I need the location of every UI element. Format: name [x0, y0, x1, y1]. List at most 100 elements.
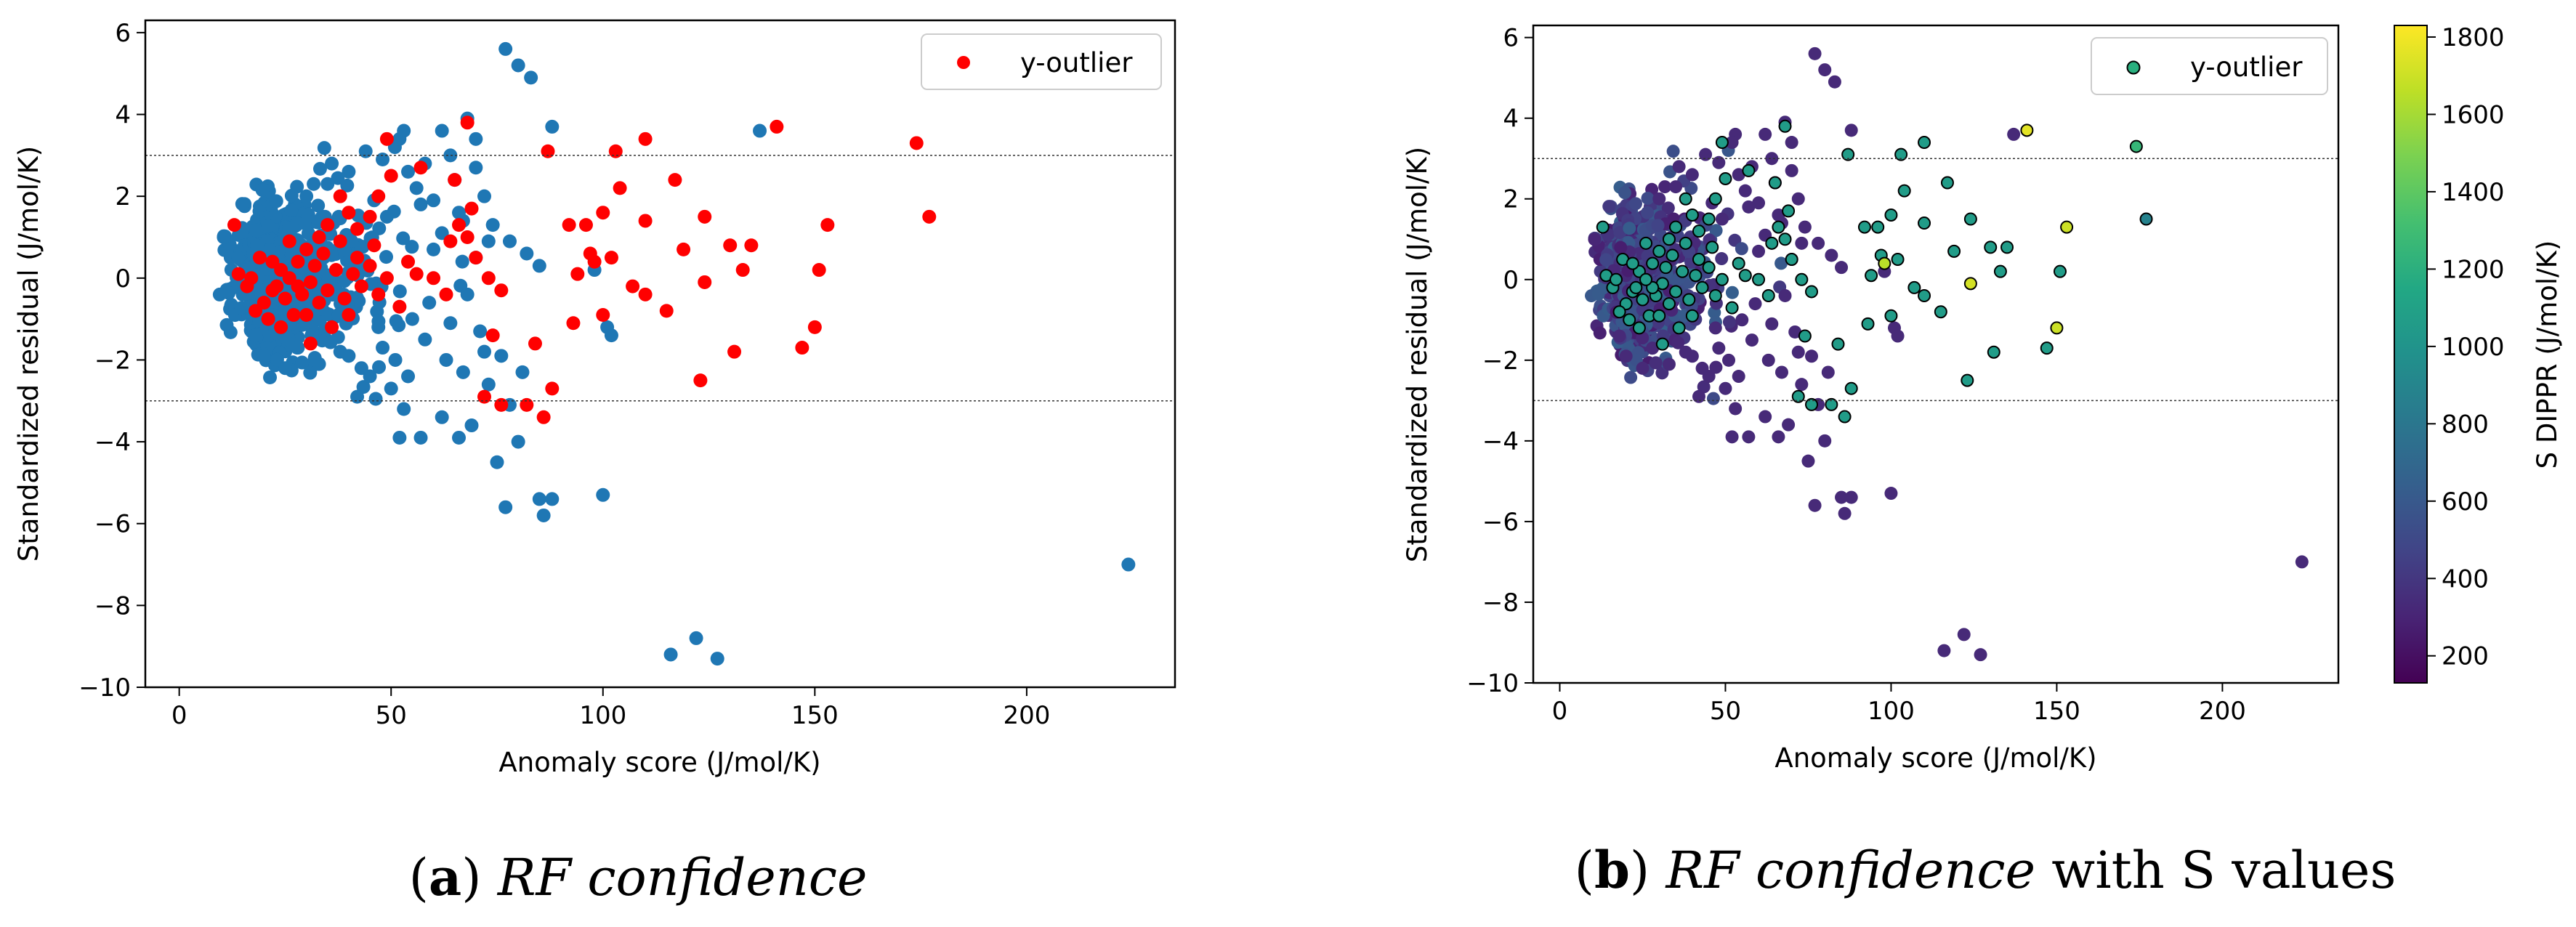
caption-b-letter: b	[1594, 840, 1630, 900]
outlier-point	[1659, 261, 1673, 275]
outlier-point	[1947, 244, 1961, 258]
inlier-point	[1812, 236, 1825, 250]
outlier-point	[1963, 212, 1977, 226]
inlier-point	[498, 500, 513, 514]
outlier-point	[1672, 321, 1686, 335]
inlier-point	[340, 178, 355, 193]
outlier-point	[1993, 264, 2007, 278]
y-axis-ticks-b: −10 −8 −6 −4 −2 0 2 4 6	[1466, 24, 1533, 698]
colorbar-tick-label: 1200	[2442, 255, 2505, 284]
outlier-point	[278, 291, 292, 306]
inlier-point	[494, 349, 509, 363]
inlier-point	[320, 177, 335, 191]
inlier-point	[422, 296, 437, 310]
y-tick-label: 4	[115, 101, 131, 130]
inlier-point	[1795, 378, 1809, 392]
outlier-point	[371, 189, 386, 203]
inlier-point	[401, 164, 416, 179]
inlier-point	[435, 124, 449, 138]
inlier-point	[1825, 248, 1838, 262]
inlier-point	[257, 349, 271, 363]
outlier-point	[545, 381, 560, 396]
outlier-point	[604, 251, 618, 265]
inlier-point	[1729, 402, 1743, 416]
outlier-point	[520, 397, 534, 412]
inlier-point	[1761, 353, 1775, 367]
inlier-point	[1957, 628, 1971, 641]
outlier-point	[1907, 280, 1921, 294]
y-axis-label-a: Standardized residual (J/mol/K)	[13, 146, 44, 562]
inlier-point	[1742, 200, 1756, 214]
inlier-point	[1599, 253, 1613, 267]
inlier-point	[1735, 242, 1748, 256]
outlier-point	[1791, 389, 1805, 403]
inlier-point	[1748, 297, 1762, 311]
inlier-point	[1844, 490, 1858, 504]
inlier-point	[1699, 147, 1713, 161]
outlier-point	[1596, 220, 1610, 234]
x-tick-label: 150	[791, 701, 839, 730]
inlier-point	[1712, 155, 1726, 169]
outlier-point	[613, 181, 627, 195]
inlier-point	[388, 352, 403, 367]
outlier-point	[342, 307, 356, 322]
y-tick-label: 0	[115, 264, 131, 294]
inlier-point	[1588, 232, 1602, 246]
inlier-point	[379, 250, 393, 264]
outlier-point	[1918, 288, 1931, 302]
inlier-point	[490, 455, 504, 469]
inlier-point	[1709, 224, 1723, 238]
inlier-point	[1765, 317, 1779, 331]
y-tick-label: −6	[1482, 508, 1519, 537]
inlier-point	[443, 148, 458, 163]
outlier-point	[1918, 136, 1931, 150]
inlier-point	[1795, 236, 1809, 250]
legend-b: y-outlier	[2091, 37, 2328, 95]
inlier-point	[1828, 75, 1841, 89]
caption-a-letter: a	[429, 847, 461, 907]
x-tick-label: 50	[376, 701, 407, 730]
inlier-point	[1722, 353, 1736, 367]
outlier-point	[328, 263, 343, 278]
inlier-point	[396, 231, 411, 246]
outlier-point	[812, 263, 826, 278]
outlier-point	[744, 238, 759, 253]
outlier-point	[307, 259, 322, 273]
inlier-point	[401, 369, 416, 384]
inlier-point	[405, 240, 419, 254]
x-tick-label: 100	[579, 701, 626, 730]
inlier-point	[502, 234, 517, 248]
outlier-point	[312, 296, 326, 310]
outlier-point	[1639, 272, 1653, 286]
inlier-point	[1602, 200, 1616, 214]
inlier-point	[520, 246, 534, 261]
inlier-point	[291, 341, 305, 355]
y-tick-label: −6	[94, 510, 131, 539]
inlier-point	[498, 41, 513, 56]
inlier-point	[1636, 331, 1650, 345]
inlier-point	[1593, 326, 1607, 340]
inlier-point	[1719, 381, 1732, 395]
inlier-point	[532, 492, 546, 506]
outlier-point	[1738, 269, 1752, 283]
outlier-point	[1838, 410, 1852, 424]
inlier-point	[255, 183, 270, 198]
inlier-point	[376, 152, 390, 166]
inlier-point	[710, 652, 724, 666]
inlier-point	[312, 161, 327, 176]
inlier-point	[1619, 349, 1633, 363]
outlier-point	[265, 254, 280, 269]
outlier-point	[638, 214, 653, 228]
y-tick-label: −4	[1482, 427, 1519, 456]
outlier-point	[1761, 288, 1775, 302]
colorbar-tick-label: 1400	[2442, 178, 2505, 207]
inlier-point	[1614, 240, 1628, 254]
outlier-point	[231, 267, 246, 281]
inlier-point	[368, 392, 383, 406]
outlier-point	[587, 254, 602, 269]
inlier-point	[295, 355, 310, 370]
colorbar-gradient	[2394, 25, 2428, 684]
outlier-point	[1692, 224, 1705, 238]
outlier-point	[909, 136, 924, 150]
inlier-point	[464, 418, 479, 433]
